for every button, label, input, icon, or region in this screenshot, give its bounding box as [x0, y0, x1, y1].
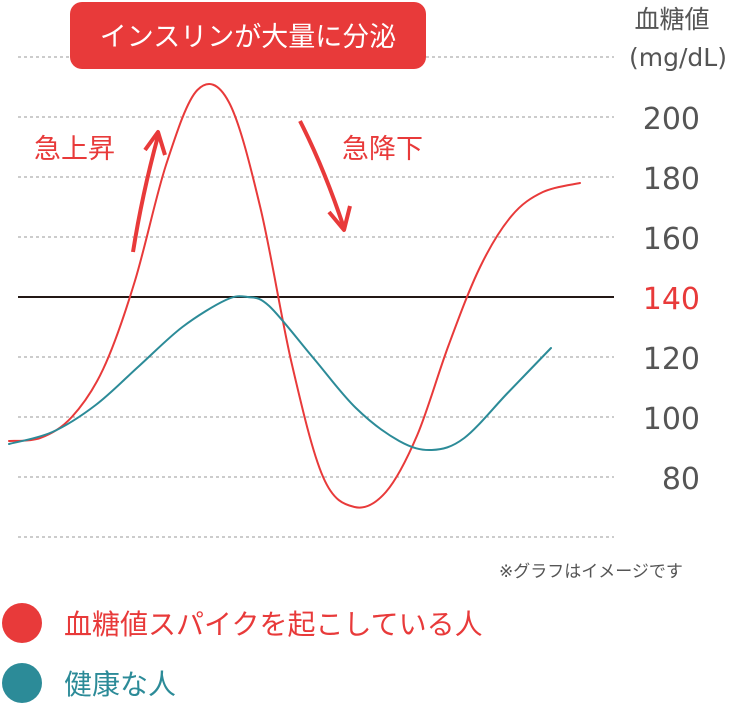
- legend-label-spike: 血糖値スパイクを起こしている人: [64, 608, 483, 641]
- fall-arrow: [298, 120, 346, 229]
- blood-glucose-chart: 200 180 160 140 120 100 80 インスリンが大量に分泌 血糖値 (mg…: [8, 2, 727, 538]
- y-tick-140: 140: [643, 282, 700, 317]
- y-tick-180: 180: [643, 162, 700, 197]
- callout-background: [70, 2, 426, 69]
- legend-dot-healthy: [2, 663, 42, 703]
- fall-annotation: 急降下: [342, 134, 423, 165]
- y-tick-160: 160: [643, 222, 700, 257]
- y-tick-80: 80: [662, 462, 700, 497]
- y-tick-200: 200: [643, 102, 700, 137]
- series-line-healthy: [8, 295, 552, 452]
- y-tick-labels: 200 180 160 140 120 100 80: [643, 102, 700, 497]
- axis-title-line1: 血糖値: [634, 5, 709, 34]
- series-group: [8, 83, 581, 509]
- fall-arrow-head: [327, 205, 352, 232]
- callout-text: インスリンが大量に分泌: [100, 22, 396, 53]
- callout-box: インスリンが大量に分泌: [70, 2, 426, 69]
- legend-dot-spike: [2, 603, 42, 643]
- rise-arrow-head: [143, 130, 167, 156]
- legend-item-spike: 血糖値スパイクを起こしている人: [2, 603, 483, 643]
- rise-annotation: 急上昇: [34, 134, 115, 165]
- y-tick-120: 120: [643, 342, 700, 377]
- image-note: ※グラフはイメージです: [499, 562, 683, 582]
- series-line-spike: [8, 83, 581, 509]
- axis-title-line2: (mg/dL): [629, 43, 727, 72]
- y-tick-100: 100: [643, 402, 700, 437]
- legend-item-healthy: 健康な人: [2, 663, 176, 703]
- rise-arrow: [131, 135, 160, 253]
- legend-label-healthy: 健康な人: [64, 668, 177, 701]
